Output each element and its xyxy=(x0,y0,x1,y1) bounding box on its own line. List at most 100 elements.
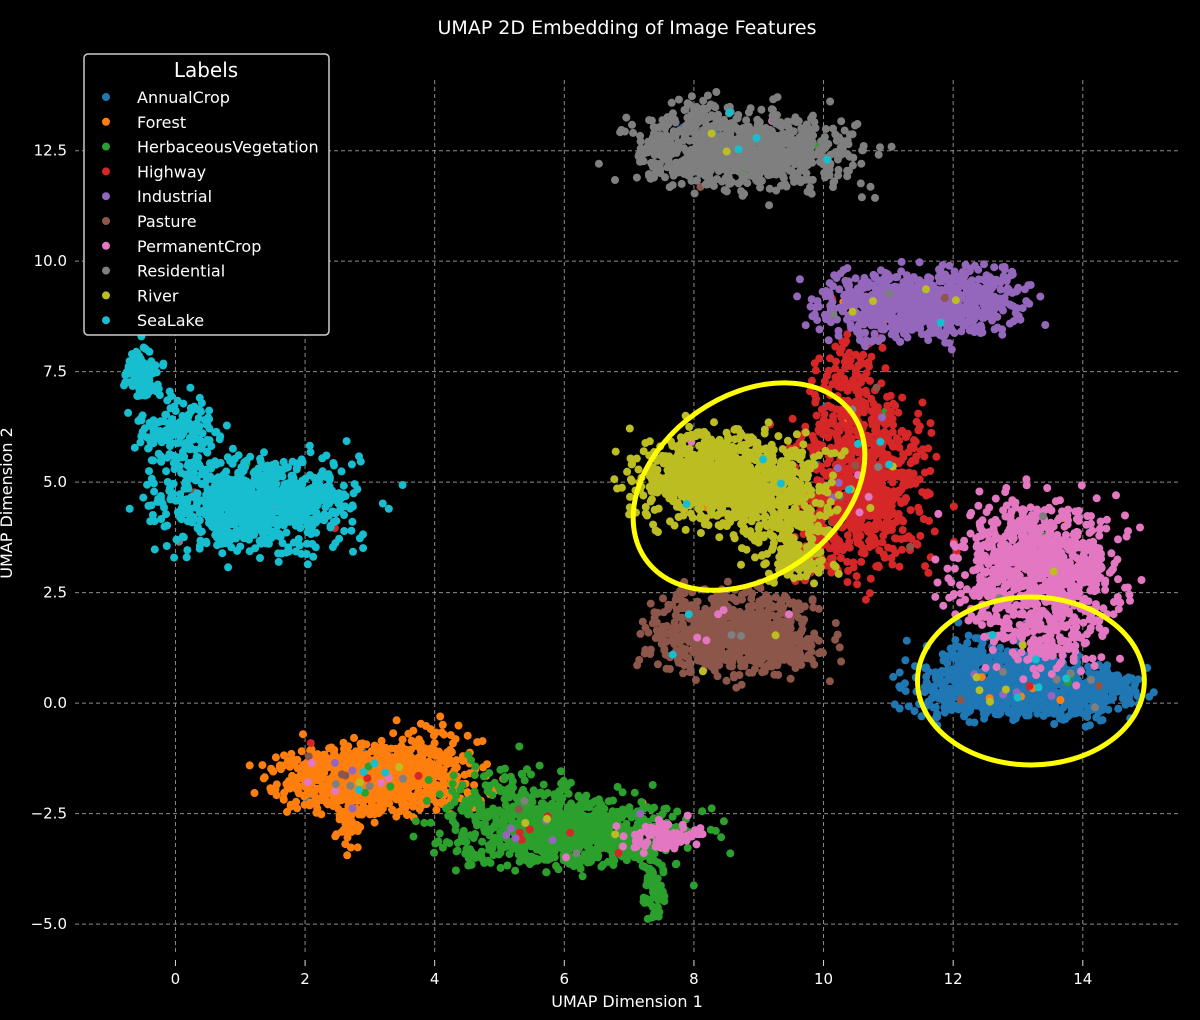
point-industrial xyxy=(847,324,855,332)
point-industrial xyxy=(926,308,934,316)
point-highway xyxy=(894,409,902,417)
point-highway xyxy=(867,575,875,583)
point-highway xyxy=(887,392,895,400)
point-highway xyxy=(891,534,899,542)
point-highway xyxy=(950,503,958,511)
point-herbaceousvegetation xyxy=(660,805,668,813)
point-highway xyxy=(898,394,906,402)
point-herbaceousvegetation xyxy=(488,791,496,799)
point-herbaceousvegetation xyxy=(647,806,655,814)
point-herbaceousvegetation xyxy=(497,864,505,872)
point-highway xyxy=(866,589,874,597)
point-annualcrop xyxy=(953,682,961,690)
point-highway xyxy=(916,532,924,540)
point-industrial xyxy=(892,321,900,329)
point-highway xyxy=(857,558,865,566)
point-forest xyxy=(397,755,405,763)
point-industrial xyxy=(910,273,918,281)
point-forest xyxy=(389,729,397,737)
point-industrial xyxy=(970,328,978,336)
point-highway xyxy=(872,423,880,431)
point-highway xyxy=(831,364,839,372)
point-herbaceousvegetation xyxy=(673,808,681,816)
point-highway xyxy=(898,516,906,524)
point-annualcrop xyxy=(955,643,963,651)
point-highway xyxy=(829,412,837,420)
point-herbaceousvegetation xyxy=(458,834,466,842)
point-highway xyxy=(872,562,880,570)
point-forest xyxy=(331,832,339,840)
point-herbaceousvegetation xyxy=(560,777,568,785)
point-herbaceousvegetation xyxy=(450,771,458,779)
point-herbaceousvegetation xyxy=(511,867,519,875)
point-industrial xyxy=(902,326,910,334)
point-annualcrop xyxy=(896,705,904,713)
point-forest xyxy=(350,734,358,742)
point-highway xyxy=(852,535,860,543)
point-herbaceousvegetation xyxy=(596,800,604,808)
point-industrial xyxy=(1036,293,1044,301)
point-annualcrop xyxy=(901,679,909,687)
point-herbaceousvegetation xyxy=(425,776,433,784)
point-forest xyxy=(324,800,332,808)
point-herbaceousvegetation xyxy=(452,867,460,875)
point-herbaceousvegetation xyxy=(555,802,563,810)
point-herbaceousvegetation xyxy=(485,841,493,849)
point-annualcrop xyxy=(966,707,974,715)
point-herbaceousvegetation xyxy=(717,833,725,841)
point-forest xyxy=(432,806,440,814)
point-herbaceousvegetation xyxy=(412,817,420,825)
point-forest xyxy=(299,730,307,738)
point-highway xyxy=(839,546,847,554)
point-industrial xyxy=(1041,321,1049,329)
point-forest xyxy=(269,768,277,776)
point-annualcrop xyxy=(932,673,940,681)
point-annualcrop xyxy=(1001,700,1009,708)
point-highway xyxy=(855,502,863,510)
point-highway xyxy=(881,554,889,562)
point-forest xyxy=(404,811,412,819)
point-herbaceousvegetation xyxy=(481,819,489,827)
point-annualcrop xyxy=(933,713,941,721)
point-herbaceousvegetation xyxy=(587,813,595,821)
point-highway xyxy=(862,485,870,493)
point-herbaceousvegetation xyxy=(500,813,508,821)
point-industrial xyxy=(907,312,915,320)
point-annualcrop xyxy=(941,703,949,711)
point-herbaceousvegetation xyxy=(443,838,451,846)
point-highway xyxy=(811,399,819,407)
point-annualcrop xyxy=(971,647,979,655)
point-annualcrop xyxy=(1076,689,1084,697)
point-forest xyxy=(410,761,418,769)
point-annualcrop xyxy=(957,661,965,669)
point-highway xyxy=(844,567,852,575)
point-annualcrop xyxy=(922,663,930,671)
point-annualcrop xyxy=(1092,714,1100,722)
point-highway xyxy=(872,403,880,411)
point-herbaceousvegetation xyxy=(487,859,495,867)
point-highway xyxy=(899,481,907,489)
point-forest xyxy=(341,840,349,848)
point-herbaceousvegetation xyxy=(515,846,523,854)
point-herbaceousvegetation xyxy=(605,797,613,805)
point-industrial xyxy=(969,309,977,317)
point-forest xyxy=(479,763,487,771)
point-industrial xyxy=(835,327,843,335)
point-herbaceousvegetation xyxy=(557,767,565,775)
point-forest xyxy=(246,761,254,769)
point-forest xyxy=(417,720,425,728)
point-forest xyxy=(339,808,347,816)
point-highway xyxy=(898,546,906,554)
point-industrial xyxy=(855,289,863,297)
point-annualcrop xyxy=(1020,708,1028,716)
point-highway xyxy=(907,506,915,514)
point-annualcrop xyxy=(889,673,897,681)
point-annualcrop xyxy=(1042,708,1050,716)
point-highway xyxy=(896,563,904,571)
point-highway xyxy=(882,364,890,372)
point-highway xyxy=(873,477,881,485)
point-industrial xyxy=(871,273,879,281)
point-highway xyxy=(932,453,940,461)
point-forest xyxy=(464,732,472,740)
point-forest xyxy=(295,789,303,797)
